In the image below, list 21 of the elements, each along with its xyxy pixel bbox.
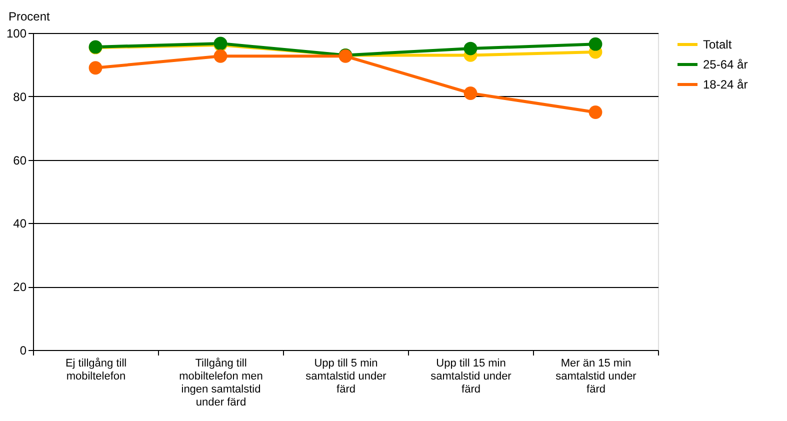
point	[214, 49, 228, 63]
point	[464, 42, 478, 56]
point	[464, 86, 478, 100]
legend-label: 18-24 år	[703, 78, 748, 92]
point	[588, 106, 602, 119]
point	[88, 61, 102, 75]
legend-label: Totalt	[703, 38, 732, 52]
legend-label: 25-64 år	[703, 58, 748, 72]
y-axis-title: Procent	[8, 10, 51, 24]
y-tick-label: 60	[13, 153, 27, 168]
x-tick-label: Upp till 15 min samtalstid under färd	[430, 358, 512, 396]
y-tick-label: 100	[6, 26, 27, 40]
x-tick-label: Mer än 15 min samtalstid under färd	[556, 358, 637, 396]
y-tick-label: 0	[20, 344, 27, 358]
x-tick-label: Tillgång till mobiltelefon men ingen samtalstid under färd	[179, 358, 263, 408]
point	[588, 37, 602, 51]
y-tick-label: 40	[13, 216, 27, 231]
x-tick-label: Upp till 5 min samtalstid under färd	[306, 358, 387, 396]
y-tick-label: 20	[13, 280, 27, 294]
x-tick-label: Ej tillgång till mobiltelefon	[65, 358, 127, 382]
y-tick-label: 80	[13, 90, 27, 104]
